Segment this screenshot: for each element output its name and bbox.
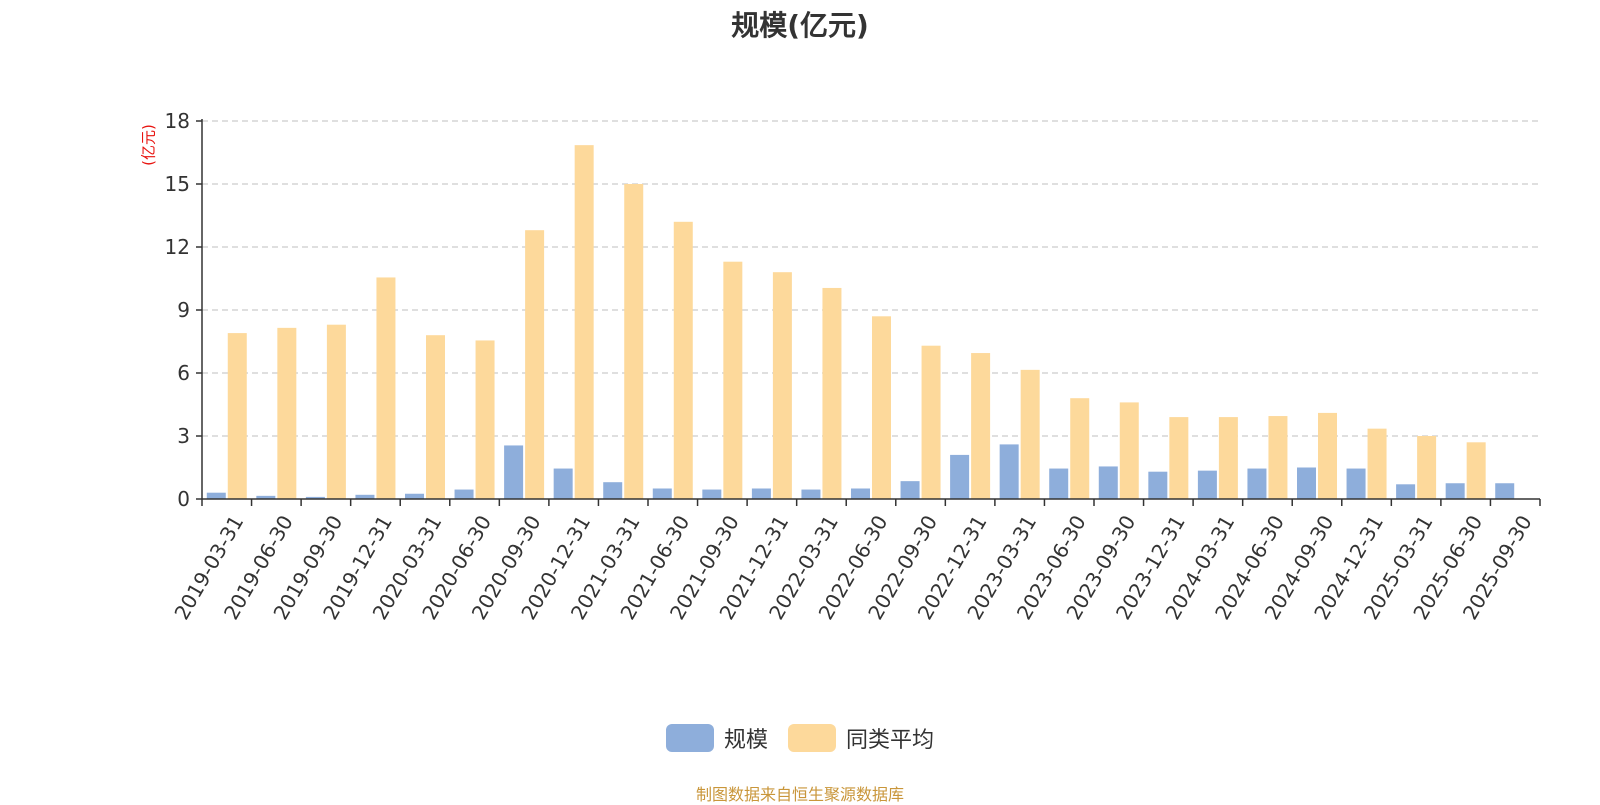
bar-scale	[1098, 466, 1118, 499]
bar-scale	[1197, 470, 1217, 499]
legend-label-scale: 规模	[723, 728, 768, 753]
bar-peer-average	[1169, 417, 1189, 499]
bar-peer-average	[673, 221, 693, 500]
bar-scale	[652, 488, 672, 499]
bar-scale	[1445, 483, 1465, 499]
bar-peer-average	[723, 261, 743, 499]
bar-peer-average	[277, 327, 297, 499]
bar-scale	[305, 496, 325, 499]
bar-scale	[1049, 468, 1069, 499]
bar-scale	[702, 489, 722, 499]
bar-scale	[553, 468, 573, 499]
y-tick-labels: 0 3 6 9 12 15 18	[165, 109, 190, 511]
bar-peer-average	[971, 353, 991, 499]
bar-peer-average	[1070, 398, 1090, 499]
legend-label-peer-average: 同类平均	[846, 728, 935, 753]
bar-peer-average	[1119, 402, 1139, 499]
bar-peer-average	[822, 287, 842, 499]
bar-peer-average	[525, 230, 545, 499]
bar-peer-average	[574, 145, 594, 499]
bar-peer-average	[376, 277, 396, 499]
bar-peer-average	[1367, 428, 1387, 499]
bar-scale	[950, 454, 970, 499]
legend-swatch-scale	[665, 724, 714, 752]
bar-peer-average	[227, 333, 247, 499]
bar-scale	[1495, 483, 1515, 499]
legend: 规模 同类平均	[0, 720, 1600, 756]
chart-title: 规模(亿元)	[731, 9, 869, 42]
bar-scale	[1297, 467, 1316, 499]
y-tick-label: 18	[165, 109, 190, 133]
y-tick-label: 0	[177, 487, 190, 511]
legend-item-scale[interactable]: 规模	[665, 722, 768, 754]
grid-lines	[202, 120, 1540, 437]
legend-item-peer-average[interactable]: 同类平均	[788, 722, 934, 754]
bar-scale	[355, 494, 375, 499]
bar-scale	[603, 482, 623, 499]
bar-scale	[256, 495, 276, 499]
y-tick-label: 15	[165, 172, 190, 196]
bar-peer-average	[921, 345, 941, 499]
bar-peer-average	[326, 324, 346, 499]
bar-peer-average	[872, 316, 891, 499]
bar-scale	[1247, 468, 1267, 499]
bar-peer-average	[1318, 412, 1337, 499]
bar-scale	[900, 481, 920, 499]
legend-swatch-peer-average	[788, 724, 836, 752]
bar-scale	[504, 445, 524, 499]
bar-scale	[1148, 471, 1168, 499]
y-tick-label: 9	[177, 298, 190, 322]
bar-scale	[851, 488, 870, 499]
bars	[206, 145, 1515, 500]
bar-scale	[405, 493, 424, 499]
axes	[196, 119, 1541, 506]
bar-peer-average	[624, 184, 644, 499]
bar-scale	[1346, 468, 1366, 499]
bar-scale	[801, 489, 821, 499]
bar-scale	[206, 492, 226, 499]
y-tick-label: 12	[165, 235, 190, 259]
bar-peer-average	[1417, 436, 1437, 499]
data-source-note: 制图数据来自恒生聚源数据库	[695, 785, 904, 804]
bar-peer-average	[1466, 442, 1486, 499]
y-tick-label: 6	[177, 361, 190, 385]
bar-scale	[1396, 484, 1416, 499]
bar-peer-average	[426, 335, 445, 499]
bar-chart: 0 3 6 9 12 15 18 2019-03-312019-06-302019-09-3…	[165, 109, 1541, 624]
bar-peer-average	[772, 272, 792, 499]
bar-peer-average	[1020, 369, 1040, 499]
bar-peer-average	[1268, 416, 1288, 499]
bar-scale	[751, 488, 771, 499]
bar-peer-average	[1218, 417, 1238, 499]
bar-peer-average	[475, 340, 495, 499]
y-tick-label: 3	[177, 424, 190, 448]
x-tick-labels: 2019-03-312019-06-302019-09-302019-12-31…	[169, 511, 1536, 624]
bar-scale	[454, 489, 474, 499]
bar-scale	[999, 444, 1019, 499]
